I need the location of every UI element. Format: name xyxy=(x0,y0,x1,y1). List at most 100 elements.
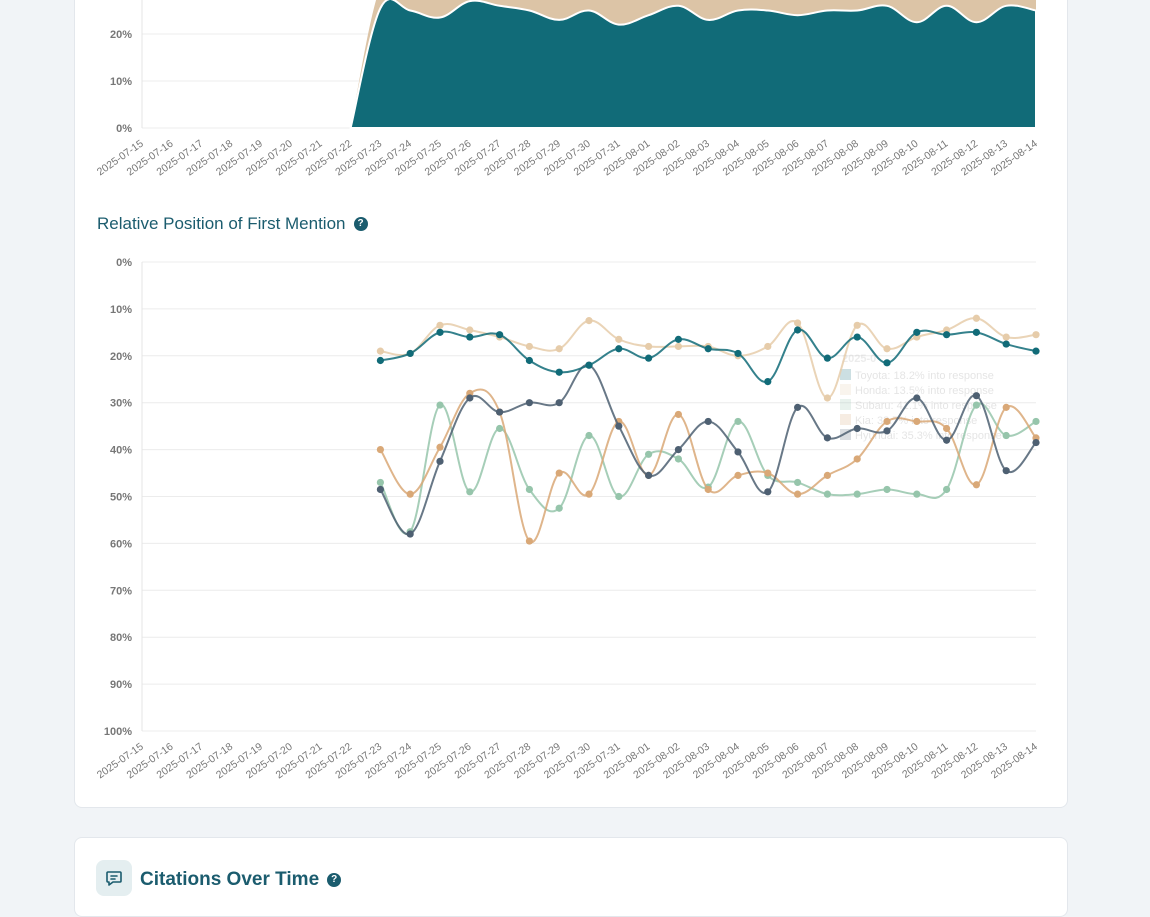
data-point xyxy=(972,481,981,489)
message-icon xyxy=(96,860,132,896)
data-point xyxy=(674,410,683,419)
data-point xyxy=(376,356,384,365)
data-point xyxy=(436,401,444,409)
data-point xyxy=(823,471,832,479)
data-point xyxy=(1002,340,1010,348)
data-point xyxy=(466,394,474,402)
data-point xyxy=(645,342,653,351)
help-icon[interactable]: ? xyxy=(353,217,368,231)
data-point xyxy=(525,485,534,494)
data-point xyxy=(496,331,504,339)
data-point xyxy=(853,321,861,329)
position-chart-header: Relative Position of First Mention ? xyxy=(97,214,368,234)
data-point xyxy=(555,345,563,353)
data-point xyxy=(764,377,772,386)
tooltip-title: 2025-0 xyxy=(842,353,876,365)
data-point xyxy=(972,328,981,336)
data-point xyxy=(913,490,921,498)
position-chart-title: Relative Position of First Mention xyxy=(97,214,346,233)
data-point xyxy=(376,478,384,487)
help-icon[interactable]: ? xyxy=(327,873,342,887)
data-point xyxy=(466,488,474,496)
data-point xyxy=(466,333,474,341)
data-point xyxy=(645,354,653,362)
data-point xyxy=(823,394,832,402)
data-point xyxy=(1032,438,1040,447)
data-point xyxy=(794,319,802,327)
data-point xyxy=(674,446,683,454)
data-point xyxy=(704,485,712,494)
data-point xyxy=(496,408,504,416)
data-point xyxy=(585,431,593,440)
data-point xyxy=(734,448,742,456)
data-point xyxy=(376,446,384,454)
data-point xyxy=(525,537,534,545)
data-point xyxy=(853,455,861,463)
data-point xyxy=(734,417,742,426)
data-point xyxy=(764,469,772,477)
data-point xyxy=(943,424,951,433)
data-point xyxy=(1002,333,1010,341)
series-line xyxy=(380,317,1037,400)
y-tick-label: 90% xyxy=(110,679,132,691)
data-point xyxy=(883,427,891,435)
data-point xyxy=(972,314,981,322)
data-point xyxy=(436,321,444,329)
data-point xyxy=(1032,347,1040,355)
y-tick-label: 10% xyxy=(110,76,132,88)
data-point xyxy=(436,457,444,465)
data-point xyxy=(853,333,861,341)
data-point xyxy=(436,443,444,451)
data-point xyxy=(823,490,832,498)
tooltip-row: Honda: 13.5% into response xyxy=(855,385,994,397)
data-point xyxy=(615,492,623,501)
data-point xyxy=(585,361,593,369)
citations-title: Citations Over Time xyxy=(140,869,320,890)
data-point xyxy=(466,326,474,334)
data-point xyxy=(674,335,683,343)
charts-card xyxy=(74,0,1068,808)
data-point xyxy=(883,417,891,426)
data-point xyxy=(913,328,921,336)
data-point xyxy=(555,469,563,477)
top-area-chart: 0%10%20%2025-07-152025-07-162025-07-1720… xyxy=(95,0,1040,178)
data-point xyxy=(794,490,802,498)
y-tick-label: 20% xyxy=(110,351,132,363)
data-point xyxy=(585,317,593,325)
y-tick-label: 10% xyxy=(110,304,132,316)
data-point xyxy=(525,342,534,351)
y-tick-label: 40% xyxy=(110,445,132,457)
data-point xyxy=(943,331,951,339)
data-point xyxy=(615,335,623,343)
data-point xyxy=(883,485,891,494)
tooltip: 2025-0 Toyota: 18.2% into response Honda: … xyxy=(840,353,1002,442)
data-point xyxy=(913,417,921,426)
data-point xyxy=(436,328,444,336)
data-point xyxy=(645,450,653,458)
area-series xyxy=(349,0,1037,129)
data-point xyxy=(1002,403,1010,411)
data-point xyxy=(1002,431,1010,440)
data-point xyxy=(376,347,384,355)
data-point xyxy=(883,359,891,367)
y-tick-label: 70% xyxy=(110,585,132,597)
data-point xyxy=(406,530,414,538)
y-tick-label: 80% xyxy=(110,632,132,644)
data-point xyxy=(406,349,414,358)
data-point xyxy=(615,345,623,353)
position-line-chart: 0% 10% 20% 30% 40% 50% 60% 70% 80% 90% 100% 2025-0 T… xyxy=(95,257,1040,781)
y-tick-label: 100% xyxy=(104,726,132,738)
data-point xyxy=(853,424,861,433)
data-point xyxy=(734,471,742,479)
tooltip-swatch xyxy=(840,369,851,380)
y-tick-label: 60% xyxy=(110,538,132,550)
series-line xyxy=(379,388,1037,544)
data-point xyxy=(525,356,534,365)
y-tick-label: 50% xyxy=(110,492,132,504)
data-point xyxy=(1002,467,1010,475)
data-point xyxy=(645,471,653,479)
data-point xyxy=(794,403,802,411)
data-point xyxy=(794,478,802,487)
data-point xyxy=(406,490,414,498)
data-point xyxy=(943,485,951,494)
